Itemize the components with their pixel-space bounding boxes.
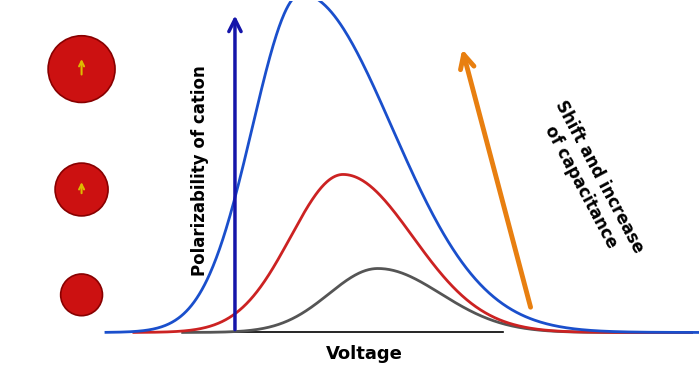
- Ellipse shape: [48, 36, 115, 102]
- Ellipse shape: [61, 274, 102, 316]
- Text: Shift and increase
of capacitance: Shift and increase of capacitance: [533, 98, 648, 266]
- Text: Polarizability of cation: Polarizability of cation: [191, 65, 209, 276]
- Text: Voltage: Voltage: [326, 345, 402, 363]
- Ellipse shape: [55, 163, 108, 216]
